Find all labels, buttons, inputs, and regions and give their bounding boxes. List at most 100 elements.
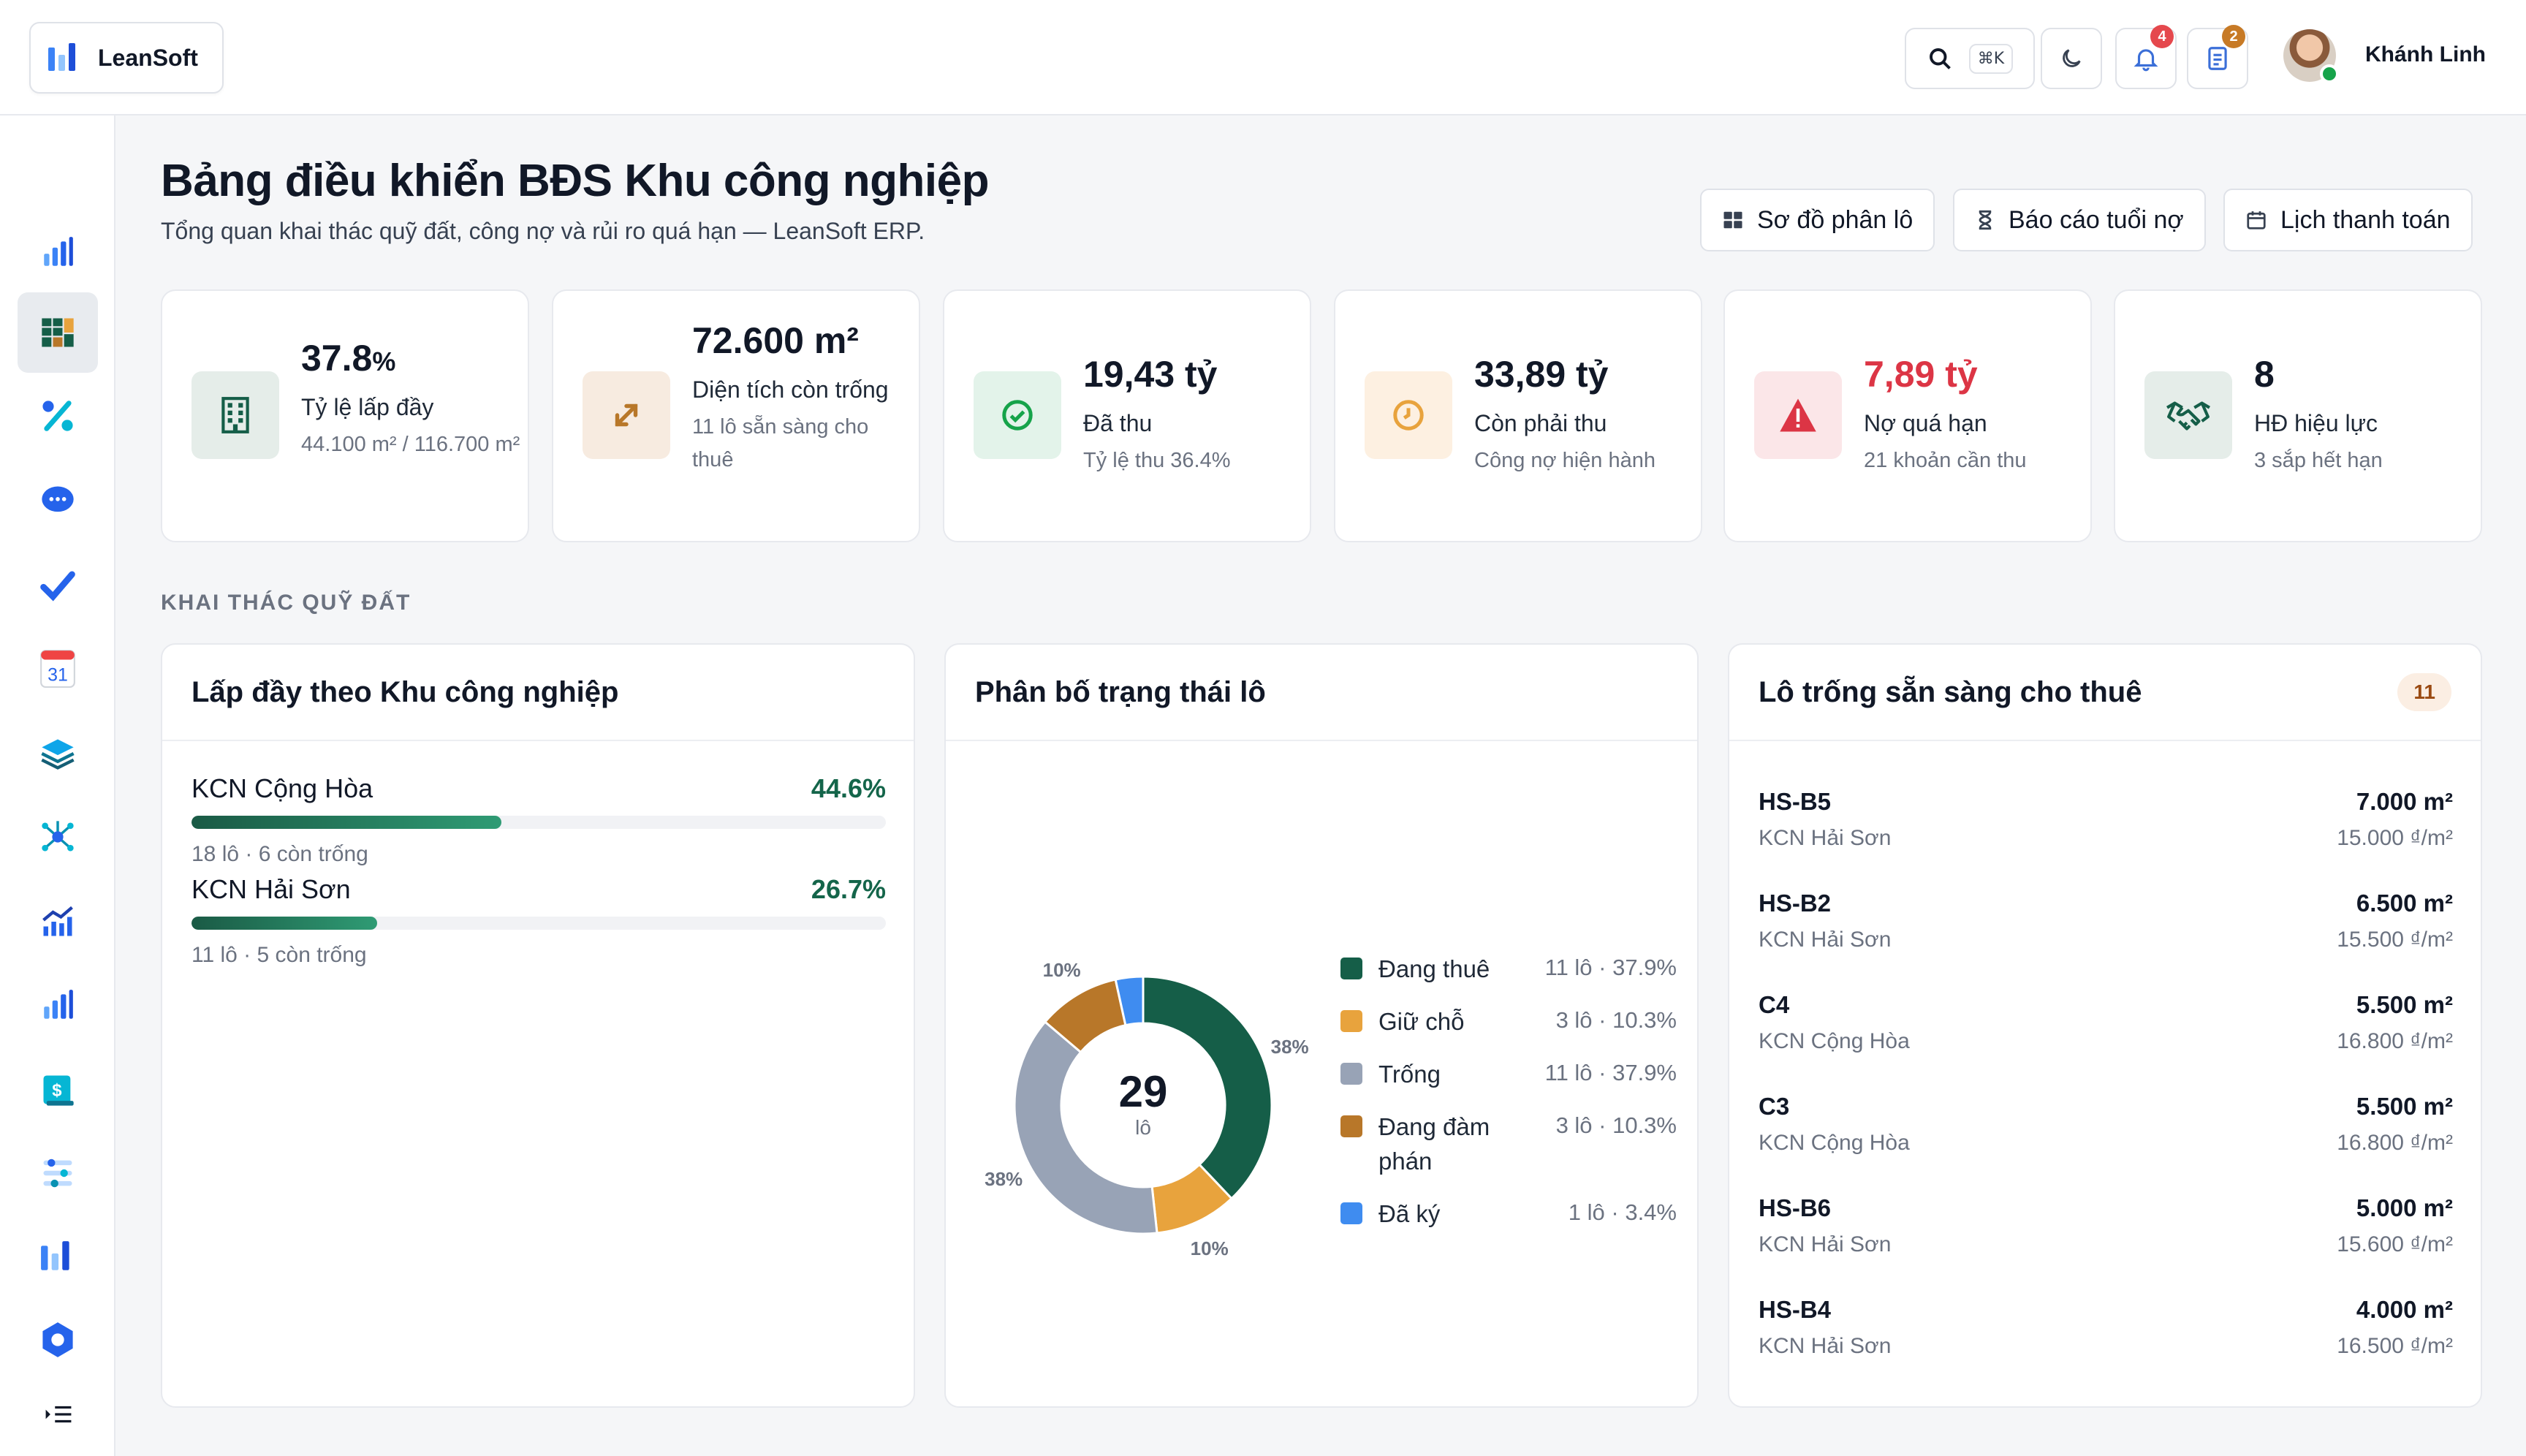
vacant-lot-row[interactable]: HS-B4 KCN Hải Sơn 4.000 m² 16.500 ₫/m² [1759,1296,2453,1359]
kcn-occupancy-percent: 26.7% [811,874,886,904]
donut-slice[interactable] [1114,975,1145,1027]
brand-name: LeanSoft [98,44,198,71]
user-name[interactable]: Khánh Linh [2365,42,2486,67]
kpi-label: Đã thu [1083,410,1153,436]
check-circle-icon [974,371,1061,459]
tasks-badge: 2 [2222,25,2245,48]
percent-icon [42,401,73,431]
chart-legend: Đang thuê 11 lô · 37.9% Giữ chỗ 3 lô · 10.3… [1340,952,1677,1249]
legend-swatch [1340,1009,1362,1032]
kpi-card-collected: 19,43 tỷ Đã thu Tỷ lệ thu 36.4% [943,289,1311,542]
lot-price: 15.600 ₫/m² [2337,1232,2453,1256]
nav-calendar[interactable]: 31 [18,629,98,709]
kpi-sub: 11 lô sẵn sàng cho thuê [692,415,869,472]
nav-trends[interactable] [18,881,98,962]
nav-messages[interactable] [18,460,98,541]
payment-schedule-label: Lịch thanh toán [2280,205,2451,234]
donut-center-value: 29 [1119,1067,1168,1116]
nav-analytics[interactable] [18,212,98,292]
nav-discounts[interactable] [18,376,98,456]
lot-code: HS-B6 [1759,1194,1832,1221]
kcn-row[interactable]: KCN Hải Sơn 26.7% 11 lô · 5 còn trống [191,874,886,968]
vacant-lot-row[interactable]: HS-B2 KCN Hải Sơn 6.500 m² 15.500 ₫/m² [1759,890,2453,952]
search-button[interactable]: ⌘K [1905,28,2035,89]
trend-chart-icon [42,906,73,936]
nav-dashboard[interactable] [18,292,98,373]
legend-value: 1 lô · 3.4% [1568,1199,1677,1226]
nav-network[interactable] [18,797,98,877]
lot-code: C3 [1759,1093,1790,1120]
kpi-card-contracts: 8 HĐ hiệu lực 3 sắp hết hạn [2114,289,2482,542]
leansoft-logo-icon [48,43,75,71]
kcn-row[interactable]: KCN Cộng Hòa 44.6% 18 lô · 6 còn trống [191,773,886,867]
vacant-lot-row[interactable]: HS-B6 KCN Hải Sơn 5.000 m² 15.600 ₫/m² [1759,1194,2453,1257]
kpi-card-vacant-area: 72.600 m² Diện tích còn trống 11 lô sẵn … [552,289,920,542]
nav-tasks[interactable] [18,545,98,626]
panel-title: Lấp đầy theo Khu công nghiệp [191,675,619,708]
vacant-lot-row[interactable]: C4 KCN Cộng Hòa 5.500 m² 16.800 ₫/m² [1759,991,2453,1054]
notifications-badge: 4 [2150,25,2174,48]
sliders-icon [43,1159,72,1188]
lot-kcn: KCN Cộng Hòa [1759,1029,1910,1053]
layers-icon [41,739,75,770]
lot-area: 7.000 m² [2356,788,2453,815]
kcn-name: KCN Cộng Hòa [191,773,373,803]
lot-kcn: KCN Hải Sơn [1759,826,1892,850]
grid-icon [1723,211,1742,229]
lot-price: 16.500 ₫/m² [2337,1334,2453,1358]
legend-item[interactable]: Đã ký 1 lô · 3.4% [1340,1197,1677,1232]
lot-price: 15.000 ₫/m² [2337,826,2453,850]
donut-slice[interactable] [1142,975,1273,1200]
theme-toggle-button[interactable] [2041,28,2102,89]
legend-item[interactable]: Đang đàm phán 3 lô · 10.3% [1340,1110,1677,1180]
payment-schedule-button[interactable]: Lịch thanh toán [2223,189,2473,251]
panel-title: Lô trống sẵn sàng cho thuê [1759,675,2142,708]
debt-aging-report-button[interactable]: Báo cáo tuổi nợ [1953,189,2206,251]
occupancy-bar [191,917,886,930]
expand-arrows-icon [583,371,670,459]
lot-kcn: KCN Hải Sơn [1759,1232,1892,1256]
notifications-button[interactable]: 4 [2115,25,2177,89]
donut-slice[interactable] [1013,1020,1158,1235]
brand-logo-button[interactable]: LeanSoft [29,22,224,94]
legend-label: Đang đàm phán [1378,1112,1490,1175]
vacant-lots-count-badge: 11 [2397,673,2451,711]
lot-code: HS-B2 [1759,890,1832,917]
clock-icon [1365,371,1452,459]
nav-layers[interactable] [18,713,98,794]
legend-item[interactable]: Trống 11 lô · 37.9% [1340,1057,1677,1092]
donut-slice-label: 10% [1191,1237,1229,1259]
lot-price: 16.800 ₫/m² [2337,1131,2453,1155]
nav-settings[interactable] [18,1133,98,1213]
lot-area: 5.000 m² [2356,1194,2453,1221]
nav-finance[interactable]: $ [18,1050,98,1130]
nav-reports[interactable] [18,965,98,1045]
vacant-lot-row[interactable]: C3 KCN Cộng Hòa 5.500 m² 16.800 ₫/m² [1759,1093,2453,1156]
top-bar: LeanSoft ⌘K 4 2 Khánh Linh [0,0,2526,115]
page-title: Bảng điều khiển BĐS Khu công nghiệp [161,156,989,206]
legend-item[interactable]: Giữ chỗ 3 lô · 10.3% [1340,1004,1677,1039]
sidebar: 31 $ [0,115,115,1456]
debt-aging-label: Báo cáo tuổi nợ [2009,205,2184,234]
collapse-menu-icon [45,1406,72,1423]
nav-modules[interactable] [18,1300,98,1380]
lot-kcn: KCN Hải Sơn [1759,928,1892,952]
lot-area: 4.000 m² [2356,1296,2453,1323]
bar-chart-icon [44,237,73,266]
nav-leansoft[interactable] [18,1216,98,1297]
legend-value: 11 lô · 37.9% [1544,1059,1677,1085]
leansoft-logo-icon [41,1241,69,1270]
bar-chart-icon [44,990,73,1019]
vacant-lot-row[interactable]: HS-B5 KCN Hải Sơn 7.000 m² 15.000 ₫/m² [1759,788,2453,851]
kpi-sub: 3 sắp hết hạn [2254,449,2383,473]
occupancy-bar-fill [191,816,501,829]
lot-status-panel: Phân bố trạng thái lô 38% 10% 38% 10% 29 lô… [944,643,1699,1408]
lot-map-button[interactable]: Sơ đồ phân lô [1700,189,1935,251]
section-label: KHAI THÁC QUỸ ĐẤT [161,591,411,615]
calendar-outline-icon [2247,211,2266,230]
svg-text:$: $ [52,1081,61,1101]
sidebar-collapse-button[interactable] [37,1396,80,1433]
page-subtitle: Tổng quan khai thác quỹ đất, công nợ và … [161,218,925,244]
legend-item[interactable]: Đang thuê 11 lô · 37.9% [1340,952,1677,987]
tasks-button[interactable]: 2 [2187,25,2248,89]
